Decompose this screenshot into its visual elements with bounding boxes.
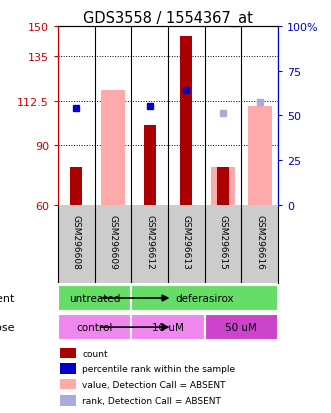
Bar: [60, 379, 75, 389]
Bar: [58, 314, 131, 340]
Text: control: control: [76, 322, 113, 332]
Text: agent: agent: [0, 293, 15, 303]
Text: untreated: untreated: [69, 293, 120, 303]
Text: GSM296608: GSM296608: [72, 215, 81, 270]
Bar: [60, 348, 75, 358]
Text: GSM296616: GSM296616: [255, 215, 264, 270]
Bar: [60, 395, 75, 406]
Bar: [211, 168, 235, 206]
Bar: [205, 314, 278, 340]
Text: rank, Detection Call = ABSENT: rank, Detection Call = ABSENT: [82, 396, 221, 405]
Bar: [248, 106, 272, 206]
Bar: [101, 90, 125, 206]
Bar: [58, 285, 131, 311]
Bar: [60, 363, 75, 374]
Text: 50 uM: 50 uM: [225, 322, 257, 332]
Bar: [180, 37, 192, 206]
Text: deferasirox: deferasirox: [175, 293, 234, 303]
Text: value, Detection Call = ABSENT: value, Detection Call = ABSENT: [82, 380, 226, 389]
Text: GSM296615: GSM296615: [218, 215, 227, 270]
Bar: [131, 285, 278, 311]
Text: GSM296609: GSM296609: [109, 215, 118, 270]
Text: count: count: [82, 349, 108, 358]
Bar: [144, 126, 156, 206]
Text: GSM296613: GSM296613: [182, 215, 191, 270]
Bar: [217, 168, 229, 206]
Bar: [71, 168, 82, 206]
Title: GDS3558 / 1554367_at: GDS3558 / 1554367_at: [83, 11, 253, 27]
Text: percentile rank within the sample: percentile rank within the sample: [82, 364, 235, 373]
Text: GSM296612: GSM296612: [145, 215, 154, 270]
Text: dose: dose: [0, 322, 15, 332]
Text: 10 uM: 10 uM: [152, 322, 184, 332]
Bar: [131, 314, 205, 340]
